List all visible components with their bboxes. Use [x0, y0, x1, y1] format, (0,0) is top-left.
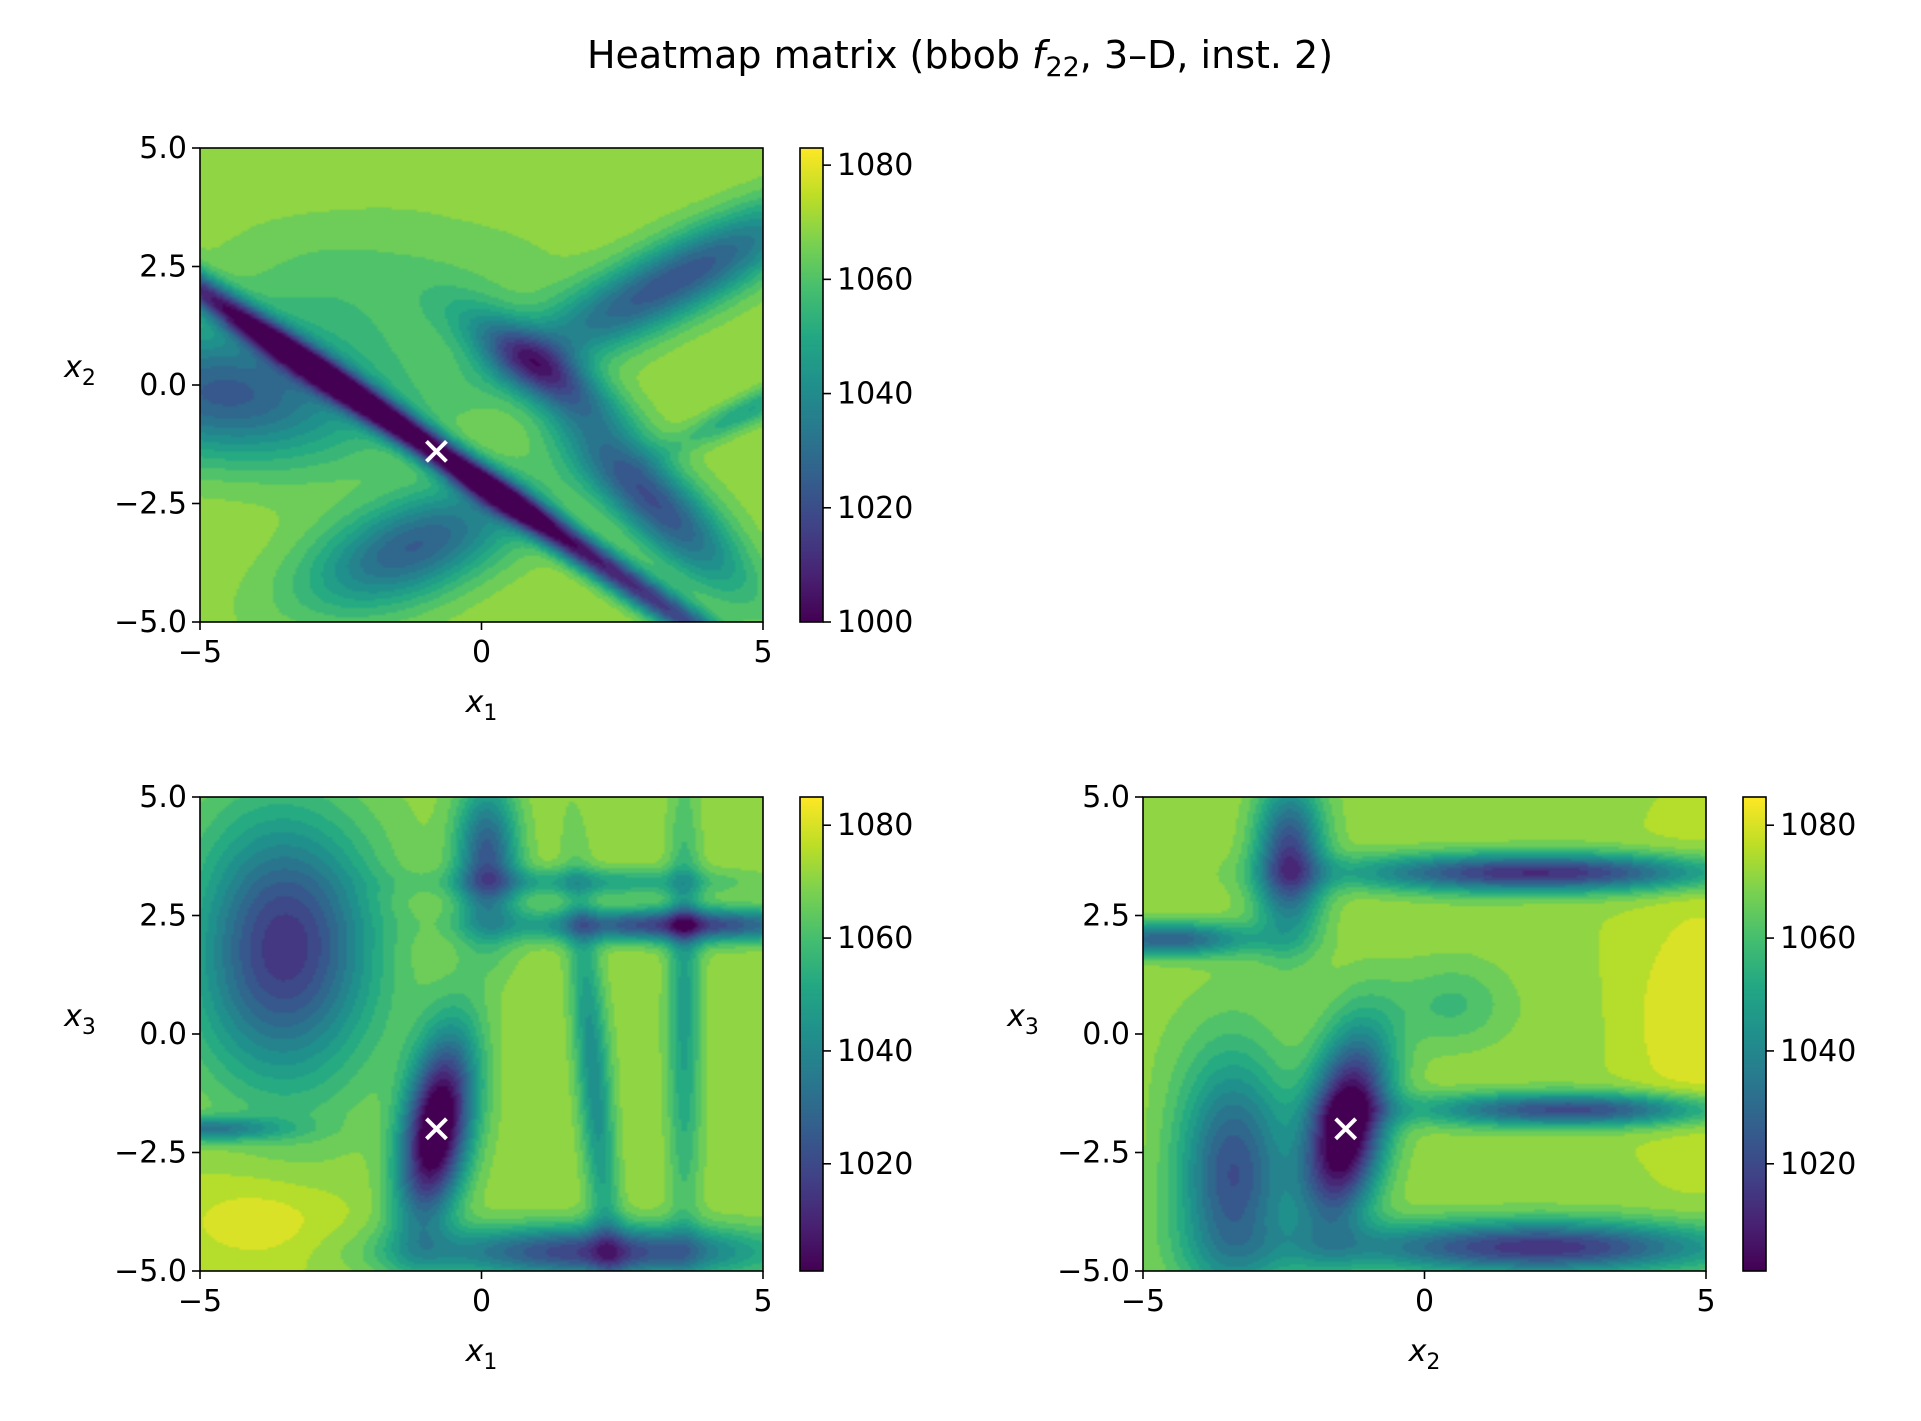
x-tick-label: 0 — [1415, 1284, 1434, 1319]
y-tick-label: −2.5 — [114, 1136, 187, 1171]
y-tick-label: −5.0 — [114, 605, 187, 640]
colorbar-tick-label: 1060 — [837, 921, 913, 956]
y-tick-label: −2.5 — [114, 487, 187, 522]
x-tick-label: 5 — [753, 1284, 772, 1319]
colorbar-tick-label: 1040 — [837, 1034, 913, 1069]
colorbar-tick-label: 1000 — [837, 605, 913, 640]
minimum-marker — [1334, 1117, 1358, 1141]
x-tick-label: 5 — [753, 635, 772, 670]
x-axis-label: x2 — [1408, 1334, 1441, 1375]
minimum-marker — [425, 439, 448, 463]
minimum-marker — [425, 1117, 448, 1141]
y-tick-label: 0.0 — [139, 1017, 187, 1052]
colorbar-tick-label: 1060 — [837, 262, 913, 297]
y-tick-label: −5.0 — [1057, 1254, 1130, 1289]
y-tick-label: −2.5 — [1057, 1136, 1130, 1171]
x-tick-label: 0 — [472, 1284, 491, 1319]
heatmap-panel-x1-x3: −5 0 5 5.0 2.5 0.0 −2.5 −5.0 x1 x3 1020 1040 1060 108… — [63, 780, 913, 1375]
x-tick-label: 0 — [472, 635, 491, 670]
colorbar-gradient — [800, 797, 823, 1271]
x-tick-label: 5 — [1696, 1284, 1715, 1319]
colorbar-tick-label: 1080 — [837, 148, 913, 183]
y-tick-label: 5.0 — [1082, 780, 1130, 815]
colorbar-tick-label: 1080 — [837, 808, 913, 843]
colorbar-gradient — [1743, 797, 1766, 1271]
figure-title: Heatmap matrix (bbob f22, 3–D, inst. 2) — [587, 33, 1333, 83]
colorbar-tick-label: 1060 — [1780, 921, 1856, 956]
colorbar-tick-label: 1020 — [1780, 1147, 1856, 1182]
x-tick-label: −5 — [1121, 1284, 1165, 1319]
colorbar-tick-label: 1040 — [837, 377, 913, 412]
colorbar-tick-label: 1080 — [1780, 808, 1856, 843]
heatmap-panel-x1-x2: −5 0 5 5.0 2.5 0.0 −2.5 −5.0 x1 x2 1000 1020 1040 106… — [63, 131, 913, 726]
x-axis-label: x1 — [465, 1334, 498, 1375]
panels-group: −5 0 5 5.0 2.5 0.0 −2.5 −5.0 x1 x2 1000 1020 1040 106… — [63, 131, 1856, 1375]
colorbar-tick-label: 1020 — [837, 491, 913, 526]
y-axis-label: x3 — [63, 999, 96, 1040]
heatmap-image — [200, 797, 763, 1271]
colorbar-frame — [799, 796, 824, 1272]
y-tick-label: −5.0 — [114, 1254, 187, 1289]
colorbar-frame — [1742, 796, 1767, 1272]
y-tick-label: 2.5 — [139, 899, 187, 934]
heatmap-image — [200, 148, 763, 622]
y-axis-label: x2 — [63, 350, 96, 391]
y-axis-label: x3 — [1006, 999, 1039, 1040]
x-axis-label: x1 — [465, 685, 498, 726]
y-tick-label: 2.5 — [1082, 899, 1130, 934]
y-tick-label: 5.0 — [139, 780, 187, 815]
y-tick-label: 2.5 — [139, 250, 187, 285]
colorbar-tick-label: 1020 — [837, 1147, 913, 1182]
y-tick-label: 5.0 — [139, 131, 187, 166]
x-tick-label: −5 — [178, 635, 222, 670]
colorbar-tick-label: 1040 — [1780, 1034, 1856, 1069]
y-tick-label: 0.0 — [1082, 1017, 1130, 1052]
heatmap-image — [1143, 797, 1706, 1271]
y-tick-label: 0.0 — [139, 368, 187, 403]
colorbar-gradient — [800, 148, 823, 622]
colorbar-frame — [799, 147, 824, 623]
heatmap-panel-x2-x3: −5 0 5 5.0 2.5 0.0 −2.5 −5.0 x2 x3 1020 1040 1060 108… — [1006, 780, 1856, 1375]
x-tick-label: −5 — [178, 1284, 222, 1319]
